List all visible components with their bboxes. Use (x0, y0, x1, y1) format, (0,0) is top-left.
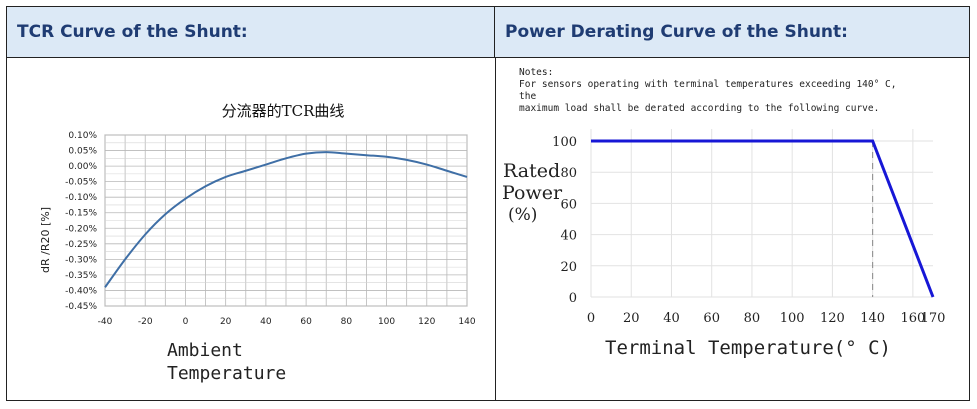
tcr-y-tick-label: 0.00% (68, 162, 97, 172)
derating-x-tick-label: 80 (744, 311, 761, 326)
tcr-x-tick-label: -40 (98, 317, 113, 327)
tcr-x-tick-label: -20 (138, 317, 153, 327)
derating-y-label-line3: (%) (508, 205, 537, 225)
tcr-x-tick-label: 120 (418, 317, 435, 327)
derating-y-ticks: 0 20 40 60 80 100 (552, 135, 577, 306)
derating-x-tick-label: 0 (587, 311, 595, 326)
tcr-y-tick-label: -0.40% (65, 286, 97, 296)
tcr-section-header: TCR Curve of the Shunt: (7, 7, 495, 58)
derating-grid (590, 129, 933, 298)
derating-y-tick-label: 40 (560, 229, 577, 244)
tcr-y-tick-label: -0.20% (65, 224, 97, 234)
derating-section-header: Power Derating Curve of the Shunt: (495, 7, 969, 58)
tcr-x-tick-label: 60 (300, 317, 312, 327)
derating-y-tick-label: 100 (552, 135, 577, 150)
derating-note-line4: maximum load shall be derated according … (519, 103, 879, 114)
tcr-y-tick-label: -0.45% (65, 302, 97, 312)
tcr-x-axis-label-line1: Ambient (167, 340, 243, 361)
tcr-y-ticks: 0.10% 0.05% 0.00% -0.05% -0.10% -0.15% -0.20% -… (65, 131, 97, 312)
tcr-y-tick-label: -0.30% (65, 255, 97, 265)
derating-y-tick-label: 80 (560, 166, 577, 181)
derating-series-line (591, 139, 935, 298)
derating-x-tick-label: 140 (860, 311, 885, 326)
tcr-x-ticks: -40 -20 0 20 40 60 80 100 120 140 (98, 317, 476, 327)
tcr-y-tick-label: -0.15% (65, 209, 97, 219)
derating-y-label-line1: Rated (503, 160, 560, 182)
derating-x-tick-label: 60 (703, 311, 720, 326)
tcr-x-axis-label-line2: Temperature (167, 363, 286, 384)
tcr-x-tick-label: 40 (260, 317, 272, 327)
tcr-y-tick-label: -0.10% (65, 193, 97, 203)
tcr-series-line (104, 151, 468, 288)
derating-x-tick-label: 100 (780, 311, 805, 326)
tcr-y-tick-label: -0.35% (65, 271, 97, 281)
tcr-y-tick-label: 0.05% (68, 147, 97, 157)
tcr-x-tick-label: 140 (458, 317, 475, 327)
tcr-x-tick-label: 100 (378, 317, 395, 327)
tcr-y-tick-label: -0.05% (65, 178, 97, 188)
derating-note-line1: Notes: (519, 67, 553, 78)
derating-x-tick-label: 40 (663, 311, 680, 326)
tcr-y-axis-label: dR /R20 [%] (39, 207, 52, 273)
derating-x-axis-label: Terminal Temperature(° C) (605, 337, 891, 359)
derating-chart: Notes: For sensors operating with termin… (502, 67, 946, 359)
derating-y-tick-label: 0 (569, 291, 577, 306)
tcr-chart: 0.10% 0.05% 0.00% -0.05% -0.10% -0.15% -0.20% -… (39, 102, 476, 384)
derating-y-label-line2: Power (502, 182, 563, 204)
tcr-y-tick-label: -0.25% (65, 240, 97, 250)
tcr-x-tick-label: 80 (341, 317, 353, 327)
tcr-y-tick-label: 0.10% (68, 131, 97, 141)
derating-note-line3: the (519, 91, 536, 102)
tcr-chart-title: 分流器的TCR曲线 (222, 102, 345, 120)
tcr-x-tick-label: 20 (220, 317, 232, 327)
derating-note-line2: For sensors operating with terminal temp… (519, 79, 897, 90)
derating-x-tick-label: 120 (820, 311, 845, 326)
derating-x-tick-label: 160 (900, 311, 925, 326)
figure-frame: TCR Curve of the Shunt: Power Derating C… (6, 6, 970, 401)
derating-y-tick-label: 20 (560, 260, 577, 275)
tcr-x-tick-label: 0 (183, 317, 189, 327)
derating-x-tick-label: 20 (623, 311, 640, 326)
section-divider (495, 58, 496, 400)
derating-x-tick-label: 170 (921, 311, 946, 326)
derating-y-tick-label: 60 (560, 197, 577, 212)
tcr-grid (104, 134, 468, 307)
